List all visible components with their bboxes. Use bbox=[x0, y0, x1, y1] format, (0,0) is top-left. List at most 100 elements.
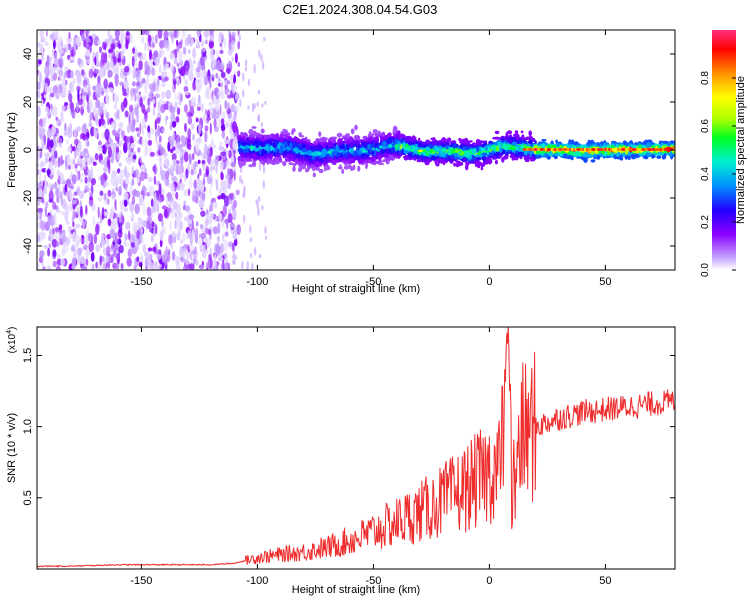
signal-blob bbox=[243, 133, 248, 137]
noise-blob bbox=[95, 61, 100, 67]
noise-blob bbox=[184, 172, 187, 183]
noise-blob bbox=[55, 265, 61, 270]
noise-blob bbox=[75, 223, 81, 229]
noise-blob bbox=[140, 164, 145, 173]
signal-blob bbox=[528, 130, 532, 137]
noise-blob bbox=[149, 151, 155, 157]
noise-blob bbox=[114, 36, 120, 41]
noise-blob bbox=[154, 58, 159, 66]
signal-blob bbox=[265, 145, 269, 151]
noise-blob bbox=[204, 130, 207, 143]
noise-blob bbox=[118, 43, 122, 49]
noise-blob bbox=[104, 174, 108, 181]
noise-blob bbox=[87, 168, 91, 174]
noise-blob bbox=[140, 30, 147, 36]
noise-blob bbox=[226, 183, 232, 190]
signal-blob bbox=[397, 156, 401, 159]
noise-blob bbox=[38, 187, 43, 199]
noise-blob bbox=[209, 186, 212, 197]
noise-blob bbox=[77, 71, 80, 78]
signal-blob bbox=[517, 147, 522, 152]
noise-blob bbox=[152, 81, 156, 93]
noise-blob bbox=[46, 141, 50, 150]
noise-blob bbox=[191, 249, 197, 255]
noise-blob bbox=[126, 156, 132, 165]
noise-blob bbox=[183, 200, 187, 207]
noise-blob bbox=[264, 100, 267, 105]
noise-blob bbox=[39, 218, 43, 230]
noise-blob bbox=[44, 206, 48, 218]
noise-blob bbox=[191, 101, 196, 108]
signal-blob bbox=[475, 141, 479, 145]
noise-blob bbox=[134, 49, 138, 58]
noise-blob bbox=[89, 111, 93, 121]
noise-blob bbox=[170, 112, 176, 123]
noise-blob bbox=[76, 185, 81, 196]
noise-blob bbox=[101, 214, 105, 220]
noise-blob bbox=[45, 30, 48, 37]
signal-blob bbox=[320, 154, 326, 158]
signal-blob bbox=[281, 161, 287, 165]
noise-blob bbox=[92, 85, 96, 91]
noise-blob bbox=[218, 212, 223, 222]
signal-blob bbox=[241, 141, 247, 147]
signal-blob bbox=[464, 145, 470, 151]
noise-blob bbox=[107, 198, 110, 205]
noise-blob bbox=[209, 248, 212, 255]
signal-blob bbox=[529, 151, 533, 156]
noise-blob bbox=[71, 146, 76, 152]
noise-blob bbox=[258, 253, 262, 259]
noise-blob bbox=[106, 245, 111, 257]
noise-blob bbox=[232, 242, 235, 253]
noise-blob bbox=[70, 70, 74, 79]
noise-blob bbox=[191, 219, 194, 230]
noise-blob bbox=[219, 159, 224, 171]
noise-blob bbox=[113, 119, 117, 131]
signal-blob bbox=[245, 152, 251, 157]
noise-blob bbox=[204, 108, 207, 115]
noise-blob bbox=[201, 103, 204, 113]
signal-blob bbox=[480, 166, 484, 171]
noise-blob bbox=[71, 244, 75, 252]
noise-blob bbox=[220, 172, 224, 181]
noise-blob bbox=[200, 152, 205, 157]
noise-blob bbox=[144, 251, 149, 257]
noise-blob bbox=[87, 152, 90, 159]
noise-blob bbox=[74, 163, 78, 169]
noise-blob bbox=[68, 226, 72, 231]
noise-blob bbox=[104, 42, 107, 49]
noise-blob bbox=[123, 97, 128, 109]
noise-blob bbox=[113, 112, 117, 117]
signal-blob bbox=[297, 160, 301, 166]
signal-blob bbox=[422, 149, 427, 153]
noise-blob bbox=[101, 90, 104, 96]
noise-blob bbox=[80, 256, 86, 265]
noise-blob bbox=[210, 212, 215, 219]
noise-blob bbox=[123, 78, 129, 90]
noise-blob bbox=[95, 244, 100, 253]
signal-blob bbox=[357, 165, 361, 172]
noise-blob bbox=[187, 116, 193, 125]
noise-blob bbox=[107, 218, 112, 227]
noise-blob bbox=[147, 34, 152, 43]
signal-blob bbox=[318, 158, 324, 163]
noise-blob bbox=[224, 231, 229, 237]
noise-blob bbox=[65, 220, 70, 226]
noise-blob bbox=[77, 255, 82, 265]
noise-blob bbox=[105, 111, 110, 119]
noise-blob bbox=[260, 54, 263, 62]
signal-blob bbox=[365, 137, 369, 141]
noise-blob bbox=[198, 168, 202, 176]
noise-blob bbox=[84, 165, 87, 170]
noise-blob bbox=[76, 206, 81, 216]
signal-blob bbox=[516, 136, 520, 140]
noise-blob bbox=[163, 209, 168, 219]
signal-blob bbox=[249, 140, 255, 145]
noise-blob bbox=[73, 35, 76, 47]
noise-blob bbox=[154, 93, 161, 99]
noise-blob bbox=[142, 203, 146, 216]
noise-blob bbox=[71, 265, 76, 270]
noise-blob bbox=[132, 88, 138, 95]
noise-blob bbox=[221, 111, 227, 120]
noise-blob bbox=[159, 64, 162, 74]
